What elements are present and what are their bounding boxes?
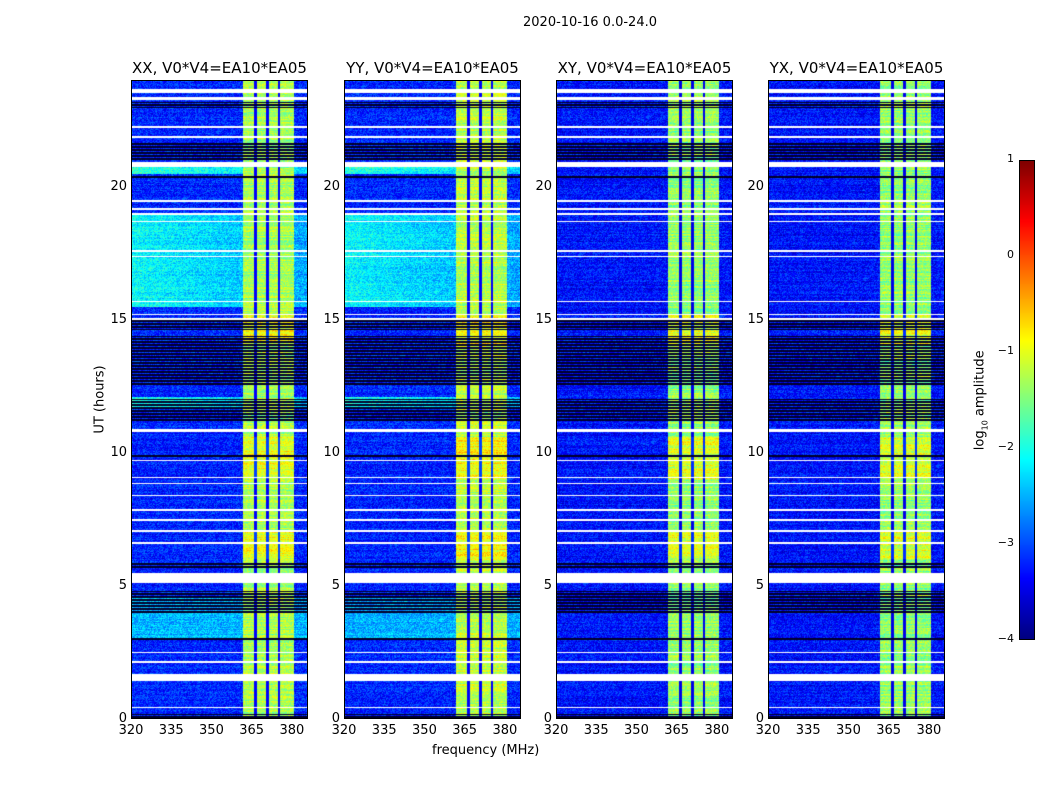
x-tick-label: 380 [916, 723, 942, 738]
colorbar-label: log10 amplitude [973, 345, 990, 455]
heatmap-panel-xx [131, 80, 308, 719]
y-tick-label: 10 [110, 444, 127, 460]
y-tick-label: 15 [747, 311, 764, 327]
colorbar-gradient [1020, 161, 1034, 639]
x-tick-label: 320 [543, 723, 569, 738]
panel-title: YY, V0*V4=EA10*EA05 [346, 59, 519, 77]
y-tick-label: 20 [747, 178, 764, 194]
y-tick-label: 0 [331, 711, 340, 726]
y-tick-label: 15 [535, 311, 552, 327]
y-tick-label: 5 [755, 577, 764, 593]
colorbar-tick-label: 1 [1007, 152, 1014, 165]
x-tick-label: 335 [795, 723, 821, 738]
colorbar-tick-label: −4 [997, 632, 1014, 645]
y-tick-label: 15 [323, 311, 340, 327]
figure-title: 2020-10-16 0.0-24.0 [523, 15, 657, 30]
x-tick-label: 380 [279, 723, 305, 738]
colorbar [1019, 160, 1035, 640]
x-tick-label: 350 [412, 723, 437, 738]
colorbar-label-rest: amplitude [972, 350, 988, 421]
x-tick-label: 335 [583, 723, 609, 738]
panel-title: XX, V0*V4=EA10*EA05 [132, 59, 307, 77]
colorbar-label-sub: 10 [980, 420, 990, 431]
heatmap-image [769, 81, 944, 718]
y-tick-label: 20 [535, 178, 552, 194]
y-tick-label: 5 [118, 577, 127, 593]
heatmap-image [557, 81, 732, 718]
y-tick-label: 10 [747, 444, 764, 460]
x-tick-label: 380 [492, 723, 518, 738]
x-tick-label: 350 [624, 723, 649, 738]
heatmap-panel-xy [556, 80, 733, 719]
x-tick-label: 320 [755, 723, 781, 738]
y-tick-label: 0 [543, 711, 552, 726]
colorbar-tick-label: −1 [997, 344, 1014, 357]
x-tick-label: 350 [199, 723, 224, 738]
y-tick-label: 5 [331, 577, 340, 593]
y-tick-label: 10 [535, 444, 552, 460]
x-tick-label: 365 [239, 723, 265, 738]
colorbar-tick-label: 0 [1007, 248, 1014, 261]
colorbar-tick-label: −2 [997, 440, 1014, 453]
y-tick-label: 20 [110, 178, 127, 194]
colorbar-tick-label: −3 [997, 536, 1014, 549]
x-tick-label: 320 [331, 723, 357, 738]
x-tick-label: 365 [664, 723, 690, 738]
x-axis-label: frequency (MHz) [432, 743, 540, 758]
x-tick-label: 350 [836, 723, 861, 738]
x-tick-label: 335 [158, 723, 184, 738]
x-tick-label: 380 [704, 723, 730, 738]
x-tick-label: 365 [876, 723, 902, 738]
x-tick-label: 365 [452, 723, 478, 738]
y-tick-label: 10 [323, 444, 340, 460]
panel-title: YX, V0*V4=EA10*EA05 [769, 59, 944, 77]
y-tick-label: 0 [755, 711, 764, 726]
y-axis-label: UT (hours) [92, 365, 108, 434]
y-tick-label: 5 [543, 577, 552, 593]
y-tick-label: 20 [323, 178, 340, 194]
panel-title: XY, V0*V4=EA10*EA05 [557, 59, 732, 77]
heatmap-panel-yx [768, 80, 945, 719]
heatmap-image [132, 81, 307, 718]
heatmap-panel-yy [344, 80, 521, 719]
x-tick-label: 335 [371, 723, 397, 738]
x-tick-label: 320 [118, 723, 144, 738]
y-tick-label: 0 [118, 711, 127, 726]
heatmap-image [345, 81, 520, 718]
y-tick-label: 15 [110, 311, 127, 327]
